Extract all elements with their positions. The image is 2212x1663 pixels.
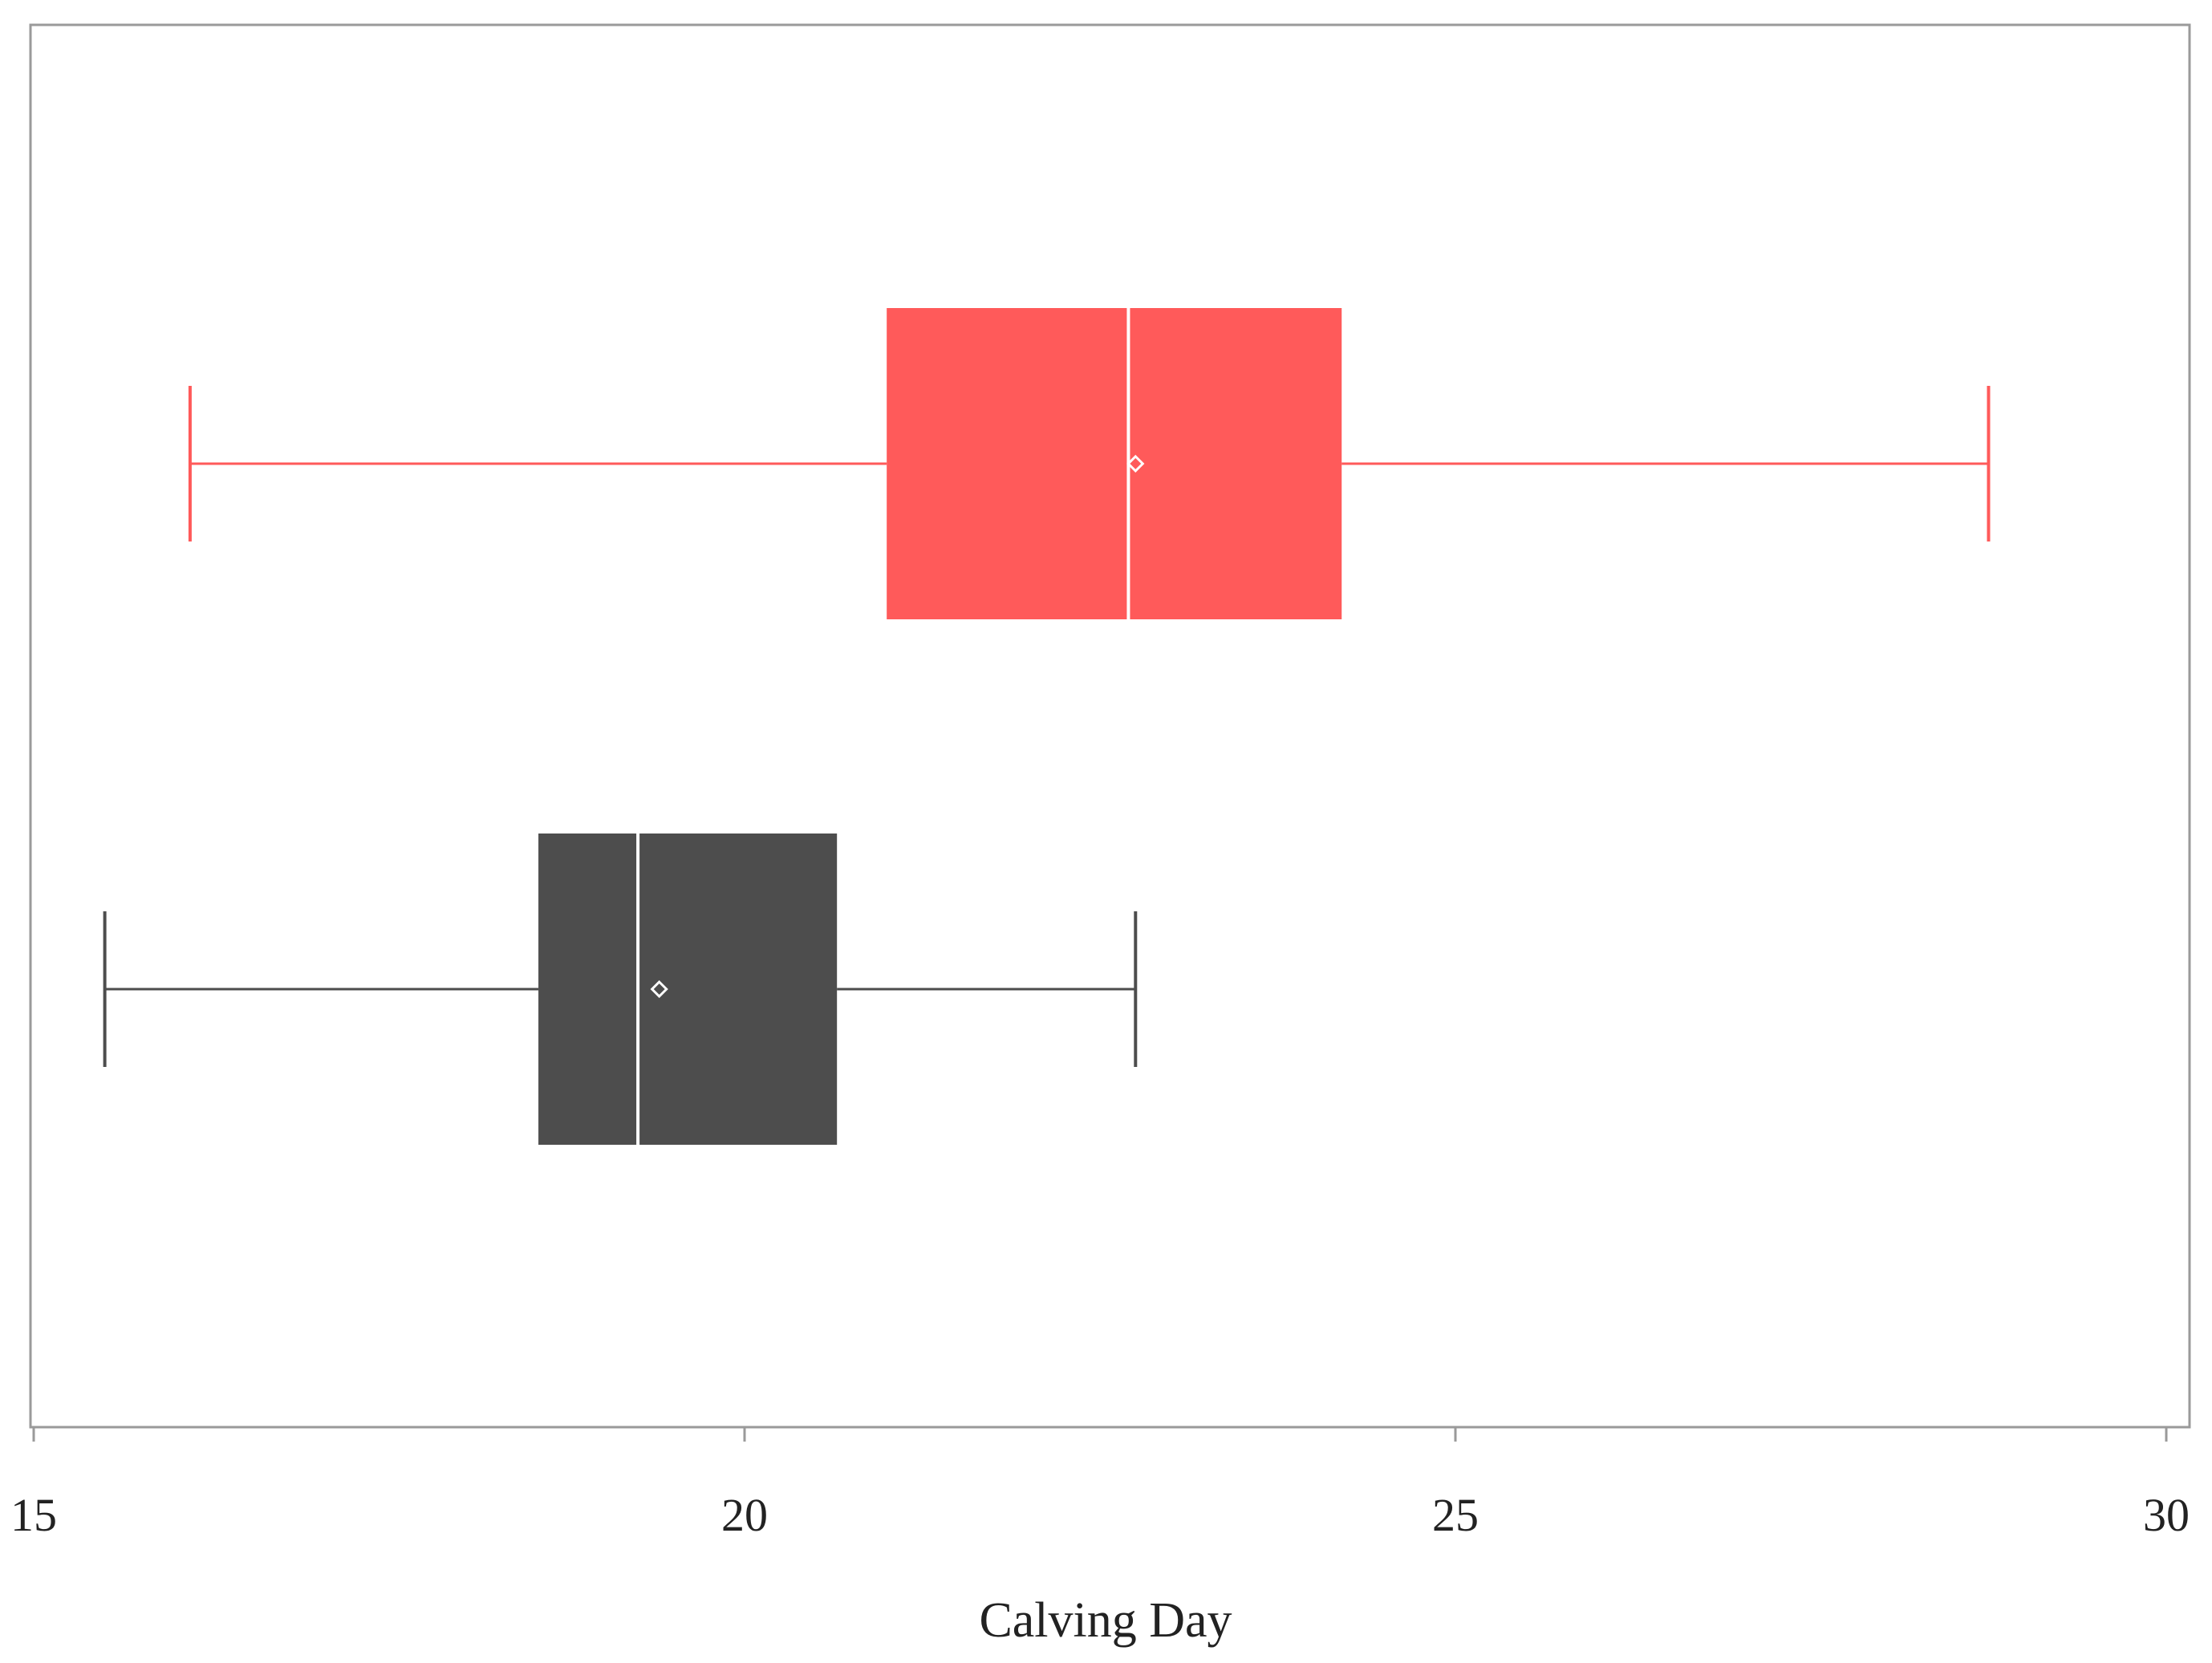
x-tick-label: 30 <box>2143 1489 2190 1541</box>
iqr-box <box>887 308 1342 619</box>
x-axis: 15 20 25 30 <box>10 1426 2190 1541</box>
mean-marker <box>1126 454 1145 473</box>
x-tick-label: 15 <box>10 1489 57 1541</box>
box-series-1 <box>188 308 1991 619</box>
box-series-2 <box>103 834 1138 1145</box>
x-tick-label: 20 <box>721 1489 768 1541</box>
x-axis-title: Calving Day <box>979 1593 1232 1648</box>
box-series-group <box>103 308 1991 1145</box>
x-tick-label: 25 <box>1432 1489 1479 1541</box>
mean-marker <box>650 980 668 999</box>
plot-frame <box>29 23 2191 1429</box>
iqr-box <box>538 834 838 1145</box>
